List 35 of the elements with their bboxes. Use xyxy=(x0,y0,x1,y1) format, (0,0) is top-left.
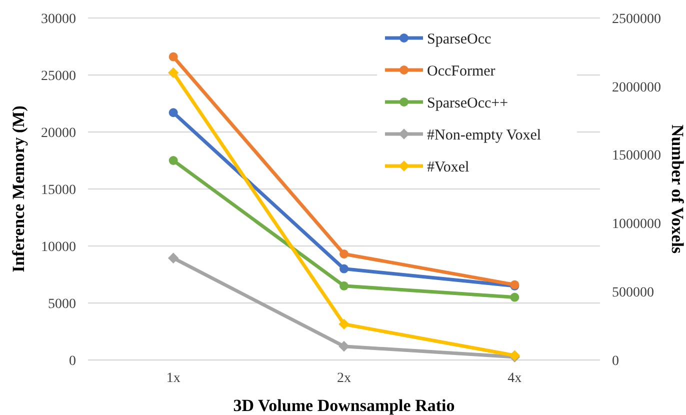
y2-tick-label: 2500000 xyxy=(612,12,661,27)
y-tick-label: 30000 xyxy=(41,12,76,27)
y-tick-label: 5000 xyxy=(48,296,76,312)
point xyxy=(340,281,348,290)
x-tick-label: 2x xyxy=(337,371,351,386)
point xyxy=(168,108,178,118)
y-tick-label: 0 xyxy=(69,354,76,369)
y-tick-label: 25000 xyxy=(41,68,76,84)
legend-label: SparseOcc++ xyxy=(427,95,508,112)
point xyxy=(168,67,179,78)
y-tick-label: 15000 xyxy=(41,182,76,198)
y-tick-label: 10000 xyxy=(41,240,76,255)
legend-label: #Voxel xyxy=(427,159,470,176)
legend-label: #Non-empty Voxel xyxy=(427,127,542,144)
point xyxy=(510,292,520,302)
y2-tick-label: 0 xyxy=(612,354,619,369)
legend-label: OccFormer xyxy=(427,63,496,80)
point xyxy=(168,52,178,62)
y2-tick-label: 500000 xyxy=(612,286,654,300)
point xyxy=(340,249,348,258)
point xyxy=(168,156,178,165)
point xyxy=(338,318,350,330)
x-tick-label: 1x xyxy=(166,371,180,386)
y2-tick-label: 2000000 xyxy=(612,80,661,96)
y2-axis-title: Number of Voxels xyxy=(668,124,686,254)
y-axis-title: Inference Memory (M) xyxy=(9,106,28,272)
y-tick-label: 20000 xyxy=(41,126,76,141)
point xyxy=(338,340,350,352)
y2-tick-label: 1000000 xyxy=(612,217,661,232)
legend-label: SparseOcc xyxy=(427,31,492,48)
point xyxy=(168,252,179,264)
x-tick-label: 4x xyxy=(508,371,522,386)
point xyxy=(340,264,348,274)
y2-tick-label: 1500000 xyxy=(612,148,661,164)
x-axis-title: 3D Volume Downsample Ratio xyxy=(233,396,455,415)
